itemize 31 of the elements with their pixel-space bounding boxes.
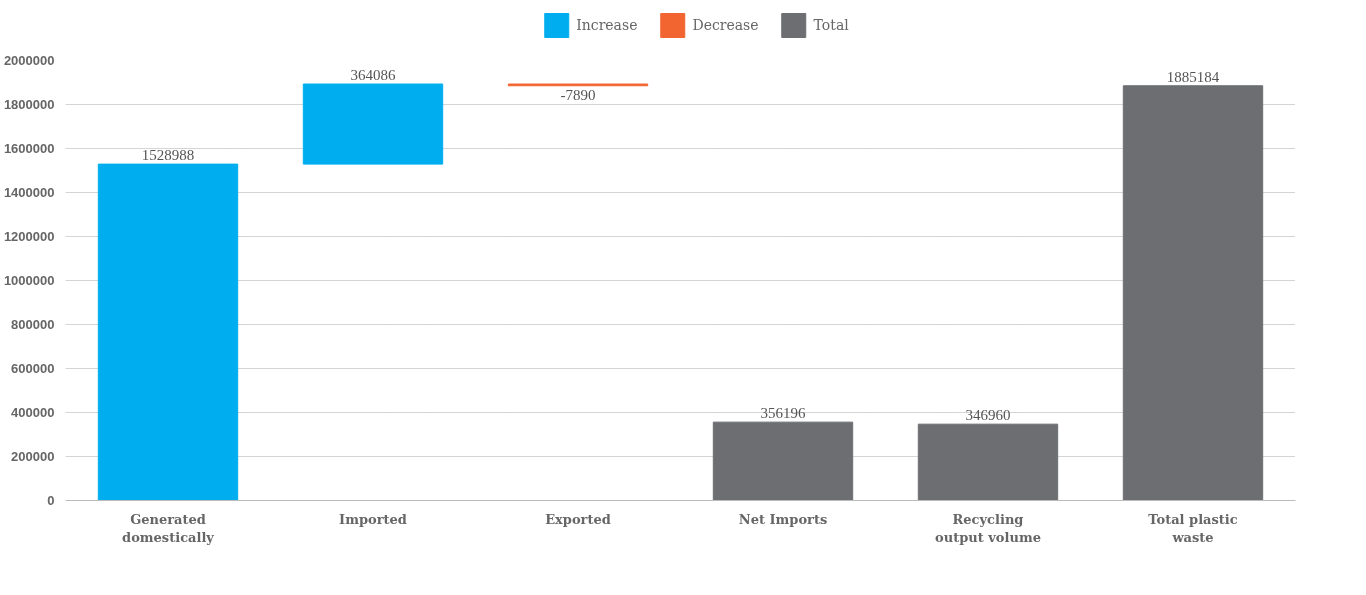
x-tick-label: Total plastic waste <box>1148 511 1238 545</box>
y-tick-label: 0 <box>47 493 55 508</box>
y-tick-label: 200000 <box>11 449 55 464</box>
bar <box>302 83 444 165</box>
y-tick-label: 400000 <box>11 405 55 420</box>
x-tick-label: Recycling output volume <box>935 511 1041 545</box>
bar <box>712 421 854 501</box>
y-tick-label: 1200000 <box>3 229 55 244</box>
y-tick-label: 800000 <box>11 317 55 332</box>
x-tick-label: Net Imports <box>738 511 828 527</box>
data-label: 356196 <box>760 405 806 422</box>
y-tick-label: 1400000 <box>3 185 55 200</box>
data-label: 1885184 <box>1166 68 1220 85</box>
legend-label: Total <box>813 17 849 33</box>
y-tick-label: 2000000 <box>3 53 55 68</box>
legend-label: Increase <box>576 17 638 33</box>
legend-label: Decrease <box>692 17 759 33</box>
x-tick-label: Exported <box>545 511 611 527</box>
bar <box>1122 85 1264 501</box>
data-label: 346960 <box>965 407 1011 424</box>
data-label: 1528988 <box>141 147 195 164</box>
y-tick-label: 1000000 <box>3 273 55 288</box>
y-tick-label: 1600000 <box>3 141 55 156</box>
y-tick-label: 1800000 <box>3 97 55 112</box>
bar <box>917 423 1059 501</box>
bar <box>97 163 239 501</box>
y-tick-label: 600000 <box>11 361 55 376</box>
x-tick-label: Imported <box>339 511 407 527</box>
x-tick-label: Generated domestically <box>122 511 215 545</box>
data-label: 364086 <box>350 67 396 84</box>
data-label: -7890 <box>560 86 596 103</box>
